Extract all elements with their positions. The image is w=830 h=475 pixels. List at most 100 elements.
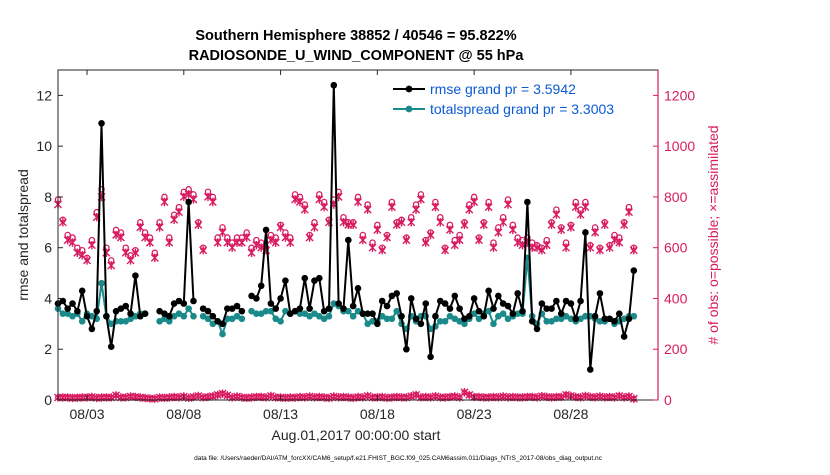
- totalspread-point: [88, 312, 96, 320]
- totalspread-point: [306, 312, 313, 320]
- obs-assimilated-marker: [291, 195, 300, 204]
- totalspread-point: [325, 312, 333, 320]
- obs-assimilated-marker: [247, 248, 256, 257]
- totalspread-point: [228, 315, 236, 323]
- obs-assimilated-marker: [339, 218, 348, 227]
- totalspread-point: [185, 305, 192, 312]
- rmse-point: [538, 300, 546, 307]
- obs-assimilated-marker: [465, 205, 474, 214]
- totalspread-point: [262, 307, 270, 315]
- rmse-point: [286, 310, 294, 317]
- obs-assimilated-marker: [566, 223, 575, 232]
- obs-assimilated-marker: [126, 256, 135, 265]
- obs-assimilated-marker: [499, 218, 508, 227]
- totalspread-point: [180, 312, 188, 320]
- legend: rmse grand pr = 3.5942 totalspread grand…: [388, 78, 650, 120]
- totalspread-point: [548, 318, 555, 325]
- totalspread-point: [267, 307, 275, 315]
- rmse-point: [156, 307, 163, 315]
- obs-assimilated-marker: [63, 235, 72, 245]
- obs-assimilated-marker: [107, 261, 116, 270]
- axes: 0 2 4 6 8 10 12 0 200 400 600 800 1000 1200 08/03 08/08…: [36, 70, 695, 422]
- obs-assimilated-marker: [373, 225, 382, 235]
- totalspread-point: [441, 318, 449, 325]
- rmse-point: [301, 274, 309, 282]
- obs-assimilated-marker: [58, 218, 67, 227]
- totalspread-point: [301, 310, 309, 317]
- rmse-point: [253, 295, 260, 302]
- obs-assimilated-marker: [363, 205, 372, 214]
- rmse-point: [141, 310, 149, 317]
- obs-assimilated-marker: [305, 233, 314, 242]
- obs-assimilated-marker: [600, 220, 609, 230]
- rmse-point: [98, 120, 105, 127]
- obs-assimilated-marker: [349, 220, 358, 230]
- x-tick-label: 08/08: [166, 406, 201, 422]
- totalspread-point: [199, 312, 207, 320]
- totalspread-point: [117, 318, 125, 325]
- totalspread-point: [272, 315, 280, 323]
- rmse-point: [83, 312, 91, 320]
- y-right-tick-label: 800: [664, 189, 688, 205]
- rmse-point: [514, 290, 521, 297]
- totalspread-point: [567, 315, 575, 323]
- y-right-tick-label: 600: [664, 240, 688, 256]
- totalspread-point: [156, 318, 163, 325]
- obs-assimilated-marker: [121, 248, 130, 257]
- rmse-point: [238, 307, 246, 315]
- totalspread-point: [170, 312, 178, 320]
- rmse-point: [248, 292, 255, 300]
- rmse-point: [354, 285, 362, 292]
- obs-assimilated-marker: [557, 225, 566, 235]
- totalspread-point: [64, 310, 71, 317]
- obs-assimilated-marker: [552, 210, 561, 219]
- totalspread-point: [209, 320, 217, 328]
- rmse-point: [524, 198, 531, 206]
- totalspread-point: [175, 310, 183, 317]
- rmse-point: [122, 302, 130, 310]
- rmse-point: [272, 305, 280, 312]
- rmse-point: [306, 305, 313, 312]
- obs-assimilated-marker: [397, 218, 406, 227]
- obs-assimilated-marker: [407, 218, 416, 227]
- rmse-point: [490, 305, 497, 312]
- rmse-point: [74, 307, 81, 315]
- totalspread-point: [190, 312, 197, 320]
- chart-title-line1: Southern Hemisphere 38852 / 40546 = 95.8…: [195, 28, 516, 44]
- totalspread-point: [470, 310, 478, 317]
- rmse-point: [398, 312, 405, 320]
- legend-rmse-marker: [405, 85, 413, 93]
- rmse-point: [615, 310, 623, 317]
- obs-assimilated-marker: [320, 202, 329, 212]
- obs-assimilated-marker: [436, 218, 445, 227]
- rmse-point: [383, 302, 391, 310]
- rmse-point: [475, 307, 483, 315]
- rmse-point: [359, 310, 367, 317]
- rmse-point: [485, 287, 492, 295]
- obs-assimilated-marker: [431, 202, 440, 212]
- totalspread-point: [383, 315, 391, 323]
- totalspread-point: [330, 300, 338, 307]
- totalspread-point: [557, 315, 565, 323]
- totalspread-point: [238, 315, 246, 323]
- obs-assimilated-marker: [354, 197, 362, 207]
- totalspread-point: [504, 315, 512, 323]
- obs-assimilated-marker: [165, 238, 174, 247]
- rmse-point: [422, 300, 430, 307]
- rmse-point: [528, 318, 536, 325]
- rmse-point: [335, 300, 342, 307]
- rmse-point: [233, 302, 241, 310]
- obs-assimilated-marker: [533, 243, 542, 252]
- rmse-point: [262, 226, 270, 234]
- obs-assimilated-marker: [368, 243, 377, 252]
- rmse-point: [562, 297, 570, 305]
- totalspread-point: [461, 320, 468, 328]
- x-tick-label: 08/13: [263, 406, 298, 422]
- obs-assimilated-marker: [620, 220, 629, 230]
- y-right-tick-label: 200: [664, 341, 688, 357]
- obs-assimilated-marker: [383, 233, 392, 242]
- obs-assimilated-marker: [252, 240, 261, 250]
- obs-assimilated-marker: [378, 246, 387, 255]
- x-axis-label: Aug.01,2017 00:00:00 start: [272, 427, 441, 443]
- rmse-point: [586, 366, 594, 373]
